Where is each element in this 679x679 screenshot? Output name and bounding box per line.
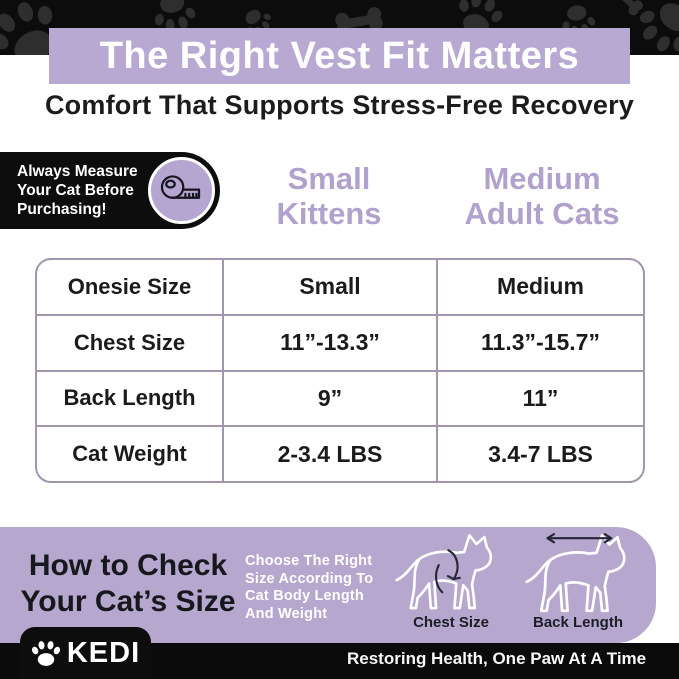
paw-logo-icon <box>31 640 61 667</box>
brand-name: KEDI <box>66 636 141 669</box>
table-row-label: Onesie Size <box>37 260 224 316</box>
badge-emphasis: Always <box>17 163 71 180</box>
table-cell-medium: 11” <box>438 372 643 428</box>
panel-description: Choose The Right Size According To Cat B… <box>245 553 374 622</box>
column-header-medium: Medium Adult Cats <box>464 161 620 231</box>
how-to-check-panel: How to Check Your Cat’s Size Choose The … <box>0 527 656 643</box>
footer-tagline: Restoring Health, One Paw At A Time <box>347 649 647 668</box>
measuring-tape-icon <box>160 175 200 199</box>
chest-size-diagram: Chest Size <box>394 529 508 631</box>
table-cell-small: 9” <box>224 371 438 428</box>
title-banner: The Right Vest Fit Matters <box>49 28 630 84</box>
chest-measure-arrow-icon <box>435 549 461 594</box>
table-cell-medium: 11.3”-15.7” <box>438 316 643 372</box>
table-cell-medium: Medium <box>438 260 643 316</box>
diagram-label: Back Length <box>532 614 623 631</box>
table-cell-small: 2-3.4 LBS <box>224 427 438 481</box>
table-row-label: Back Length <box>37 371 224 428</box>
panel-title: How to Check Your Cat’s Size <box>20 549 236 618</box>
back-length-diagram: Back Length <box>512 529 644 631</box>
table-cell-small: 11”-13.3” <box>224 315 438 372</box>
measure-badge-circle <box>148 157 215 224</box>
measure-badge-text: Always Measure Your Cat Before Purchasin… <box>17 163 138 218</box>
back-measure-arrow-icon <box>546 533 613 544</box>
page-title: The Right Vest Fit Matters <box>99 34 580 77</box>
brand-logo-tab: KEDI <box>20 627 151 679</box>
diagram-label: Chest Size <box>413 614 489 631</box>
size-table: Onesie Size Small Medium Chest Size 11”-… <box>35 258 645 483</box>
measure-reminder-badge: Always Measure Your Cat Before Purchasin… <box>0 152 220 229</box>
table-row-label: Chest Size <box>37 315 224 372</box>
column-header-small: Small Kittens <box>276 161 382 231</box>
page-subtitle: Comfort That Supports Stress-Free Recove… <box>44 90 635 120</box>
table-cell-medium: 3.4-7 LBS <box>488 440 593 467</box>
table-row-label: Cat Weight <box>37 427 224 481</box>
table-cell-small: Small <box>224 260 438 316</box>
